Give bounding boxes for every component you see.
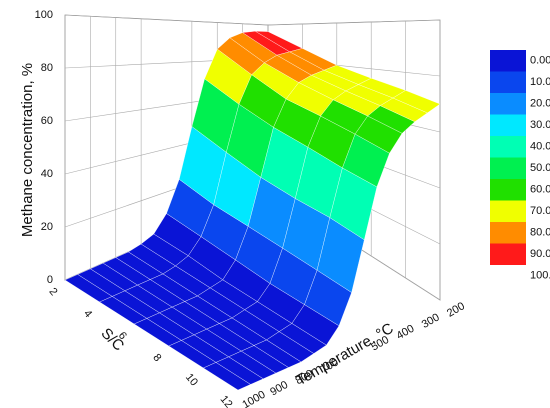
colorbar-swatch (490, 50, 526, 72)
x-tick-label: 300 (420, 311, 442, 331)
colorbar-label: 80.00 (530, 227, 550, 239)
colorbar-label: 90.00 (530, 248, 550, 260)
colorbar-label: 20.00 (530, 98, 550, 110)
y-axis-label: S/C (98, 325, 128, 355)
y-tick-label: 2 (47, 286, 60, 298)
colorbar-label: 70.00 (530, 205, 550, 217)
z-axis-label: Methane concentration, % (19, 63, 36, 237)
colorbar-swatch (490, 136, 526, 158)
colorbar-label: 10.00 (530, 76, 550, 88)
colorbar-swatch (490, 157, 526, 179)
colorbar-swatch (490, 179, 526, 201)
z-tick-label: 0 (47, 274, 53, 286)
surface-patch (392, 90, 441, 114)
x-tick-label: 1000 (240, 389, 267, 408)
colorbar-swatch (490, 200, 526, 222)
colorbar-label: 30.00 (530, 119, 550, 131)
y-tick-label: 8 (150, 352, 163, 364)
x-tick-label: 400 (395, 323, 417, 343)
z-tick-label: 40 (41, 168, 53, 180)
y-tick-label: 4 (81, 308, 94, 320)
colorbar-swatch (490, 114, 526, 136)
x-tick-label: 900 (268, 379, 290, 399)
z-tick-label: 20 (41, 221, 53, 233)
y-tick-label: 12 (218, 393, 235, 408)
colorbar-swatch (490, 243, 526, 265)
colorbar-swatch (490, 222, 526, 244)
colorbar-label: 0.000 (530, 55, 550, 67)
colorbar-label: 40.00 (530, 141, 550, 153)
colorbar-label: 60.00 (530, 184, 550, 196)
z-tick-label: 80 (41, 62, 53, 74)
z-grid-line (64, 14, 441, 26)
z-tick-label: 100 (35, 9, 53, 21)
colorbar-label: 50.00 (530, 162, 550, 174)
colorbar-swatch (490, 93, 526, 115)
z-tick-label: 60 (41, 115, 53, 127)
y-tick-label: 10 (183, 371, 200, 388)
x-tick-label: 200 (445, 300, 467, 320)
colorbar-swatch (490, 71, 526, 93)
colorbar-label: 100.0 (530, 270, 550, 282)
